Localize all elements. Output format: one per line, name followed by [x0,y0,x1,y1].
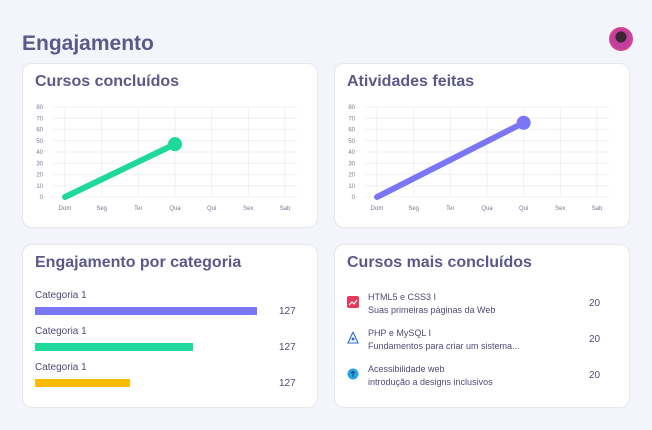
y-tick-label: 80 [348,105,355,111]
course-count: 20 [589,334,601,345]
accessibility-course-icon [347,368,359,380]
course-title: HTML5 e CSS3 I [368,292,437,302]
y-tick-label: 30 [348,161,355,167]
x-tick-label: Qua [481,206,493,212]
course-subtitle: Suas primeiras páginas da Web [368,305,496,315]
course-count: 20 [589,370,601,381]
course-subtitle: Fundamentos para criar um sistema... [368,341,520,351]
category-bar [35,379,131,387]
y-tick-label: 30 [36,161,43,167]
y-tick-label: 40 [36,150,43,156]
y-tick-label: 70 [348,116,355,122]
course-list-item[interactable]: Acessibilidade web introdução a designs … [347,364,617,394]
activities-done-title: Atividades feitas [347,73,475,90]
y-tick-label: 70 [36,116,43,122]
courses-completed-title: Cursos concluídos [35,73,180,90]
x-tick-label: Dom [371,206,384,212]
y-tick-label: 20 [36,173,43,179]
series-line [374,119,527,200]
x-tick-label: Sex [243,206,253,212]
data-point [516,115,531,130]
top-courses-title: Cursos mais concluídos [347,254,532,271]
y-tick-label: 60 [36,128,43,134]
courses-completed-card: Cursos concluídos 0 10 20 30 40 50 60 70 80 Dom Se… [22,63,318,228]
x-tick-label: Seg [96,206,107,212]
activities-done-chart: 0 10 20 30 40 50 60 70 80 Dom Seg Ter Qua Qui Sex Sab [348,105,609,212]
course-list-item[interactable]: HTML5 e CSS3 I Suas primeiras páginas da… [347,292,617,322]
page-title: Engajamento [22,32,154,55]
top-courses-card: Cursos mais concluídos HTML5 e CSS3 I Su… [334,244,630,408]
x-tick-label: Sab [592,206,603,212]
category-label: Categoria 1 [35,290,87,301]
data-point [168,137,182,152]
category-bar [35,343,193,351]
x-tick-label: Seg [408,206,419,212]
x-tick-label: Qui [519,206,528,212]
course-count: 20 [589,298,601,309]
category-value: 127 [279,342,296,353]
x-tick-label: Qui [207,206,216,212]
y-tick-label: 40 [348,150,355,156]
series-line [62,141,178,200]
category-bar [35,307,257,315]
php-course-icon [347,332,359,344]
category-value: 127 [279,378,296,389]
course-list-item[interactable]: PHP e MySQL I Fundamentos para criar um … [347,328,617,358]
y-tick-label: 10 [348,184,355,190]
x-tick-label: Ter [134,206,142,212]
activities-done-card: Atividades feitas 0 10 20 30 40 50 60 70 80 Dom Se… [334,63,630,228]
engagement-by-category-title: Engajamento por categoria [35,254,242,271]
engagement-by-category-card: Engajamento por categoria Categoria 1 12… [22,244,318,408]
avatar[interactable] [609,27,633,51]
x-tick-label: Dom [59,206,72,212]
course-title: PHP e MySQL I [368,328,432,338]
category-label: Categoria 1 [35,362,87,373]
x-tick-label: Ter [446,206,454,212]
category-value: 127 [279,306,296,317]
y-tick-label: 80 [36,105,43,111]
x-tick-label: Sab [280,206,291,212]
courses-completed-chart: 0 10 20 30 40 50 60 70 80 Dom Seg Ter Qua Qui Sex Sab [36,105,297,212]
y-tick-label: 20 [348,173,355,179]
course-title: Acessibilidade web [368,364,445,374]
html-course-icon [347,296,359,308]
y-tick-label: 50 [36,139,43,145]
x-tick-label: Qua [169,206,181,212]
y-tick-label: 0 [352,195,356,201]
x-tick-label: Sex [555,206,565,212]
category-label: Categoria 1 [35,326,87,337]
course-subtitle: introdução a designs inclusivos [368,377,493,387]
y-tick-label: 50 [348,139,355,145]
y-tick-label: 0 [40,195,44,201]
y-tick-label: 10 [36,184,43,190]
y-tick-label: 60 [348,128,355,134]
